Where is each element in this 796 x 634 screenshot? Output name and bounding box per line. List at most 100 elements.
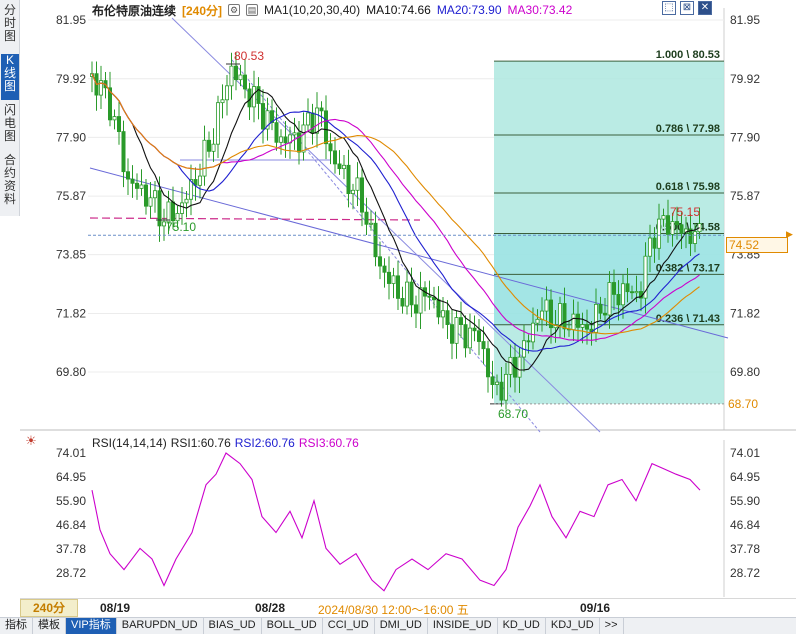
fib-level-label: 0.382 \ 73.17 <box>656 262 720 274</box>
candle-body <box>143 184 148 207</box>
candle-body <box>233 65 238 81</box>
candle-body <box>576 313 581 328</box>
left-price-tick: 69.80 <box>56 365 86 379</box>
candle-body <box>157 190 162 227</box>
candle-body <box>463 324 468 349</box>
tab-more[interactable]: >> <box>600 618 624 634</box>
tab-cci[interactable]: CCI_UD <box>323 618 375 634</box>
candle-body <box>121 131 126 173</box>
candle-body <box>112 116 117 121</box>
candle-body <box>630 291 635 294</box>
fib-level-label: 0.236 \ 71.43 <box>656 313 720 325</box>
candle-body <box>427 295 432 298</box>
candle-body <box>449 324 454 344</box>
candle-body <box>108 87 113 121</box>
candle-body <box>202 139 207 177</box>
left-price-tick: 77.90 <box>56 130 86 144</box>
rsi-right-tick: 64.95 <box>730 470 760 484</box>
candle-body <box>666 215 671 235</box>
kline-chart-canvas[interactable]: 1.000 \ 80.53 0.786 \ 77.98 0.618 \ 75.98 0… <box>0 0 796 600</box>
candle-body <box>292 132 297 136</box>
rsi-settings-icon[interactable]: ☀ <box>25 433 37 448</box>
indicator-chart-icon[interactable]: ▤ <box>246 4 259 16</box>
candle-body <box>391 275 396 284</box>
candle-body <box>436 299 441 318</box>
candle-body <box>648 237 653 257</box>
candle-body <box>161 221 166 227</box>
candle-body <box>305 112 310 126</box>
recent-high-annotation: 75.15 <box>670 205 700 219</box>
right-price-tick: 81.95 <box>730 13 760 27</box>
tab-kline[interactable]: K线图 <box>1 54 19 100</box>
candle-body <box>467 327 472 349</box>
candle-body <box>634 291 639 294</box>
candle-body <box>481 341 486 350</box>
candle-body <box>585 324 590 330</box>
tab-bias[interactable]: BIAS_UD <box>204 618 262 634</box>
candle-body <box>440 310 445 318</box>
tab-contract-info[interactable]: 合约资料 <box>3 153 16 206</box>
candle-body <box>256 86 261 104</box>
candle-body <box>265 110 270 130</box>
tab-indicator[interactable]: 指标 <box>0 618 33 634</box>
candle-body <box>170 201 175 222</box>
tab-timeshare[interactable]: 分时图 <box>3 3 16 43</box>
candle-body <box>188 179 193 200</box>
candle-body <box>625 283 630 293</box>
candle-body <box>341 164 346 170</box>
candle-body <box>373 222 378 258</box>
candle-body <box>224 85 229 101</box>
candle-body <box>148 197 153 207</box>
tab-inside[interactable]: INSIDE_UD <box>428 618 498 634</box>
tab-barupdn[interactable]: BARUPDN_UD <box>117 618 204 634</box>
candle-body <box>152 190 157 199</box>
candle-body <box>670 221 675 235</box>
candle-body <box>386 271 391 284</box>
ma-settings-label[interactable]: MA1(10,20,30,40) <box>264 3 361 17</box>
tab-lightning[interactable]: 闪电图 <box>3 103 16 143</box>
maximize-icon[interactable]: ⊠ <box>680 1 694 15</box>
candle-body <box>485 348 490 378</box>
candle-body <box>558 303 563 326</box>
candle-body <box>251 86 256 108</box>
candle-body <box>616 294 621 306</box>
settings-gear-icon[interactable]: ⚙ <box>228 4 241 16</box>
candle-body <box>323 110 328 145</box>
right-price-tick: 77.90 <box>730 130 760 144</box>
candle-body <box>409 281 414 306</box>
period-selector-button[interactable]: 240分 <box>20 599 78 617</box>
left-price-tick: 81.95 <box>56 13 86 27</box>
close-icon[interactable]: ✕ <box>698 1 712 15</box>
rsi-left-tick: 74.01 <box>56 446 86 460</box>
candle-body <box>544 299 549 312</box>
date-label-1: 08/19 <box>100 601 131 615</box>
candle-body <box>431 296 436 301</box>
candle-body <box>166 201 171 223</box>
left-price-tick: 79.92 <box>56 72 86 86</box>
tab-template[interactable]: 模板 <box>33 618 66 634</box>
tab-kdj[interactable]: KDJ_UD <box>546 618 600 634</box>
window-controls: ⬚ ⊠ ✕ <box>662 1 712 15</box>
candle-body <box>494 381 499 385</box>
candle-body <box>215 102 220 145</box>
tab-vip-indicator[interactable]: VIP指标 <box>66 618 117 634</box>
ma10-line <box>91 73 700 371</box>
right-price-tick: 75.87 <box>730 189 760 203</box>
current-price-badge: 74.52 <box>726 237 788 253</box>
candle-body <box>679 224 684 234</box>
candle-body <box>238 74 243 81</box>
candle-body <box>346 164 351 195</box>
rsi-settings-label[interactable]: RSI(14,14,14) <box>92 436 167 450</box>
candle-body <box>571 313 576 331</box>
tab-dmi[interactable]: DMI_UD <box>375 618 428 634</box>
candle-body <box>549 299 554 329</box>
right-price-tick: 79.92 <box>730 72 760 86</box>
left-price-tick: 75.87 <box>56 189 86 203</box>
cursor-date-label: 2024/08/30 12:00～16:00 五 <box>318 603 469 617</box>
tab-boll[interactable]: BOLL_UD <box>262 618 323 634</box>
candle-body <box>211 143 216 152</box>
candle-body <box>517 356 522 378</box>
fib-level-label: 0.786 \ 77.98 <box>656 123 720 135</box>
restore-icon[interactable]: ⬚ <box>662 1 676 15</box>
tab-kd[interactable]: KD_UD <box>498 618 546 634</box>
